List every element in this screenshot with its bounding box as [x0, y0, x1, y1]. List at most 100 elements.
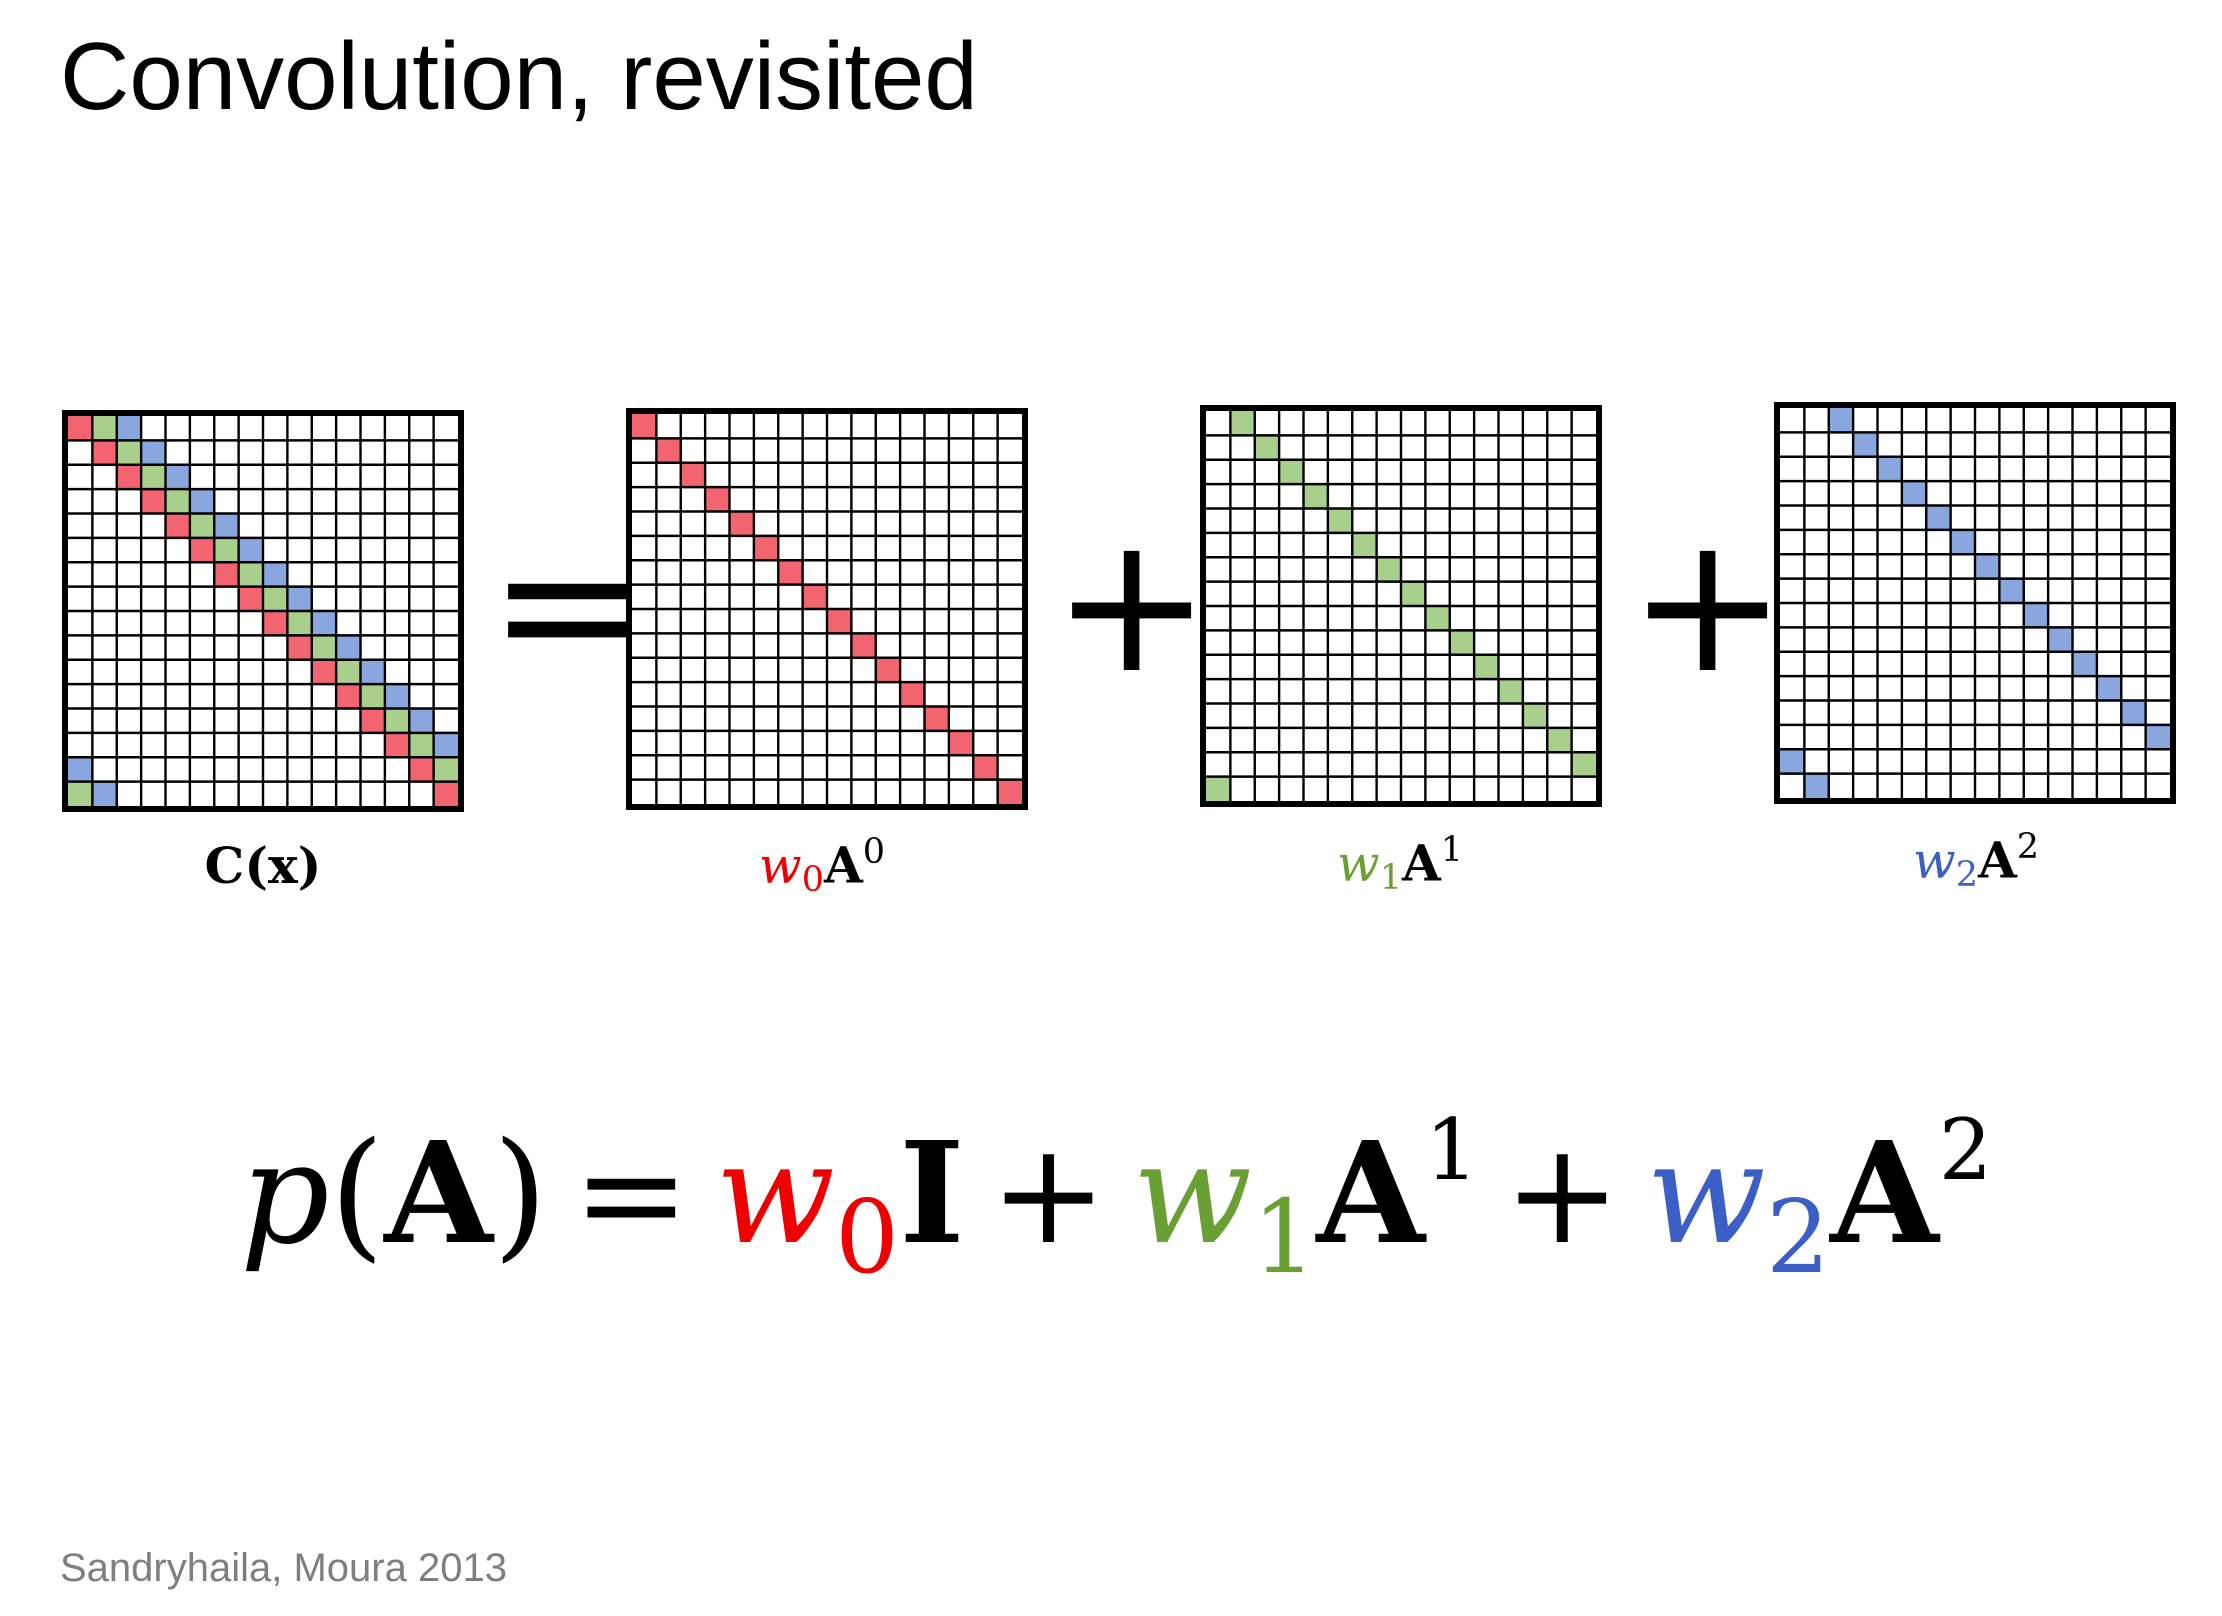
- formula-p: p: [240, 1113, 330, 1276]
- label-w1-w: w: [1336, 834, 1380, 893]
- cell-blue-r1-c3: [141, 440, 166, 465]
- cell-green-r1-c2: [1254, 435, 1280, 460]
- slide-title: Convolution, revisited: [60, 23, 978, 130]
- polynomial-formula: p(A) = w0I + w1A1 + w2A2: [240, 1100, 1992, 1298]
- cell-red-r11-c11: [900, 682, 925, 707]
- cell-red-r4-c4: [729, 511, 754, 536]
- cell-red-r8-c8: [827, 609, 852, 634]
- cell-green-r0-c1: [92, 416, 117, 441]
- cell-blue-r9-c11: [336, 635, 361, 660]
- cell-red-r6-c6: [778, 560, 803, 585]
- formula-a1-exp: 1: [1424, 1101, 1479, 1199]
- cell-green-r6-c7: [1376, 557, 1401, 582]
- equals-sign: =: [488, 494, 648, 715]
- cell-red-r10-c10: [311, 659, 337, 685]
- cell-red-r7-c7: [238, 586, 263, 611]
- formula-a2: A: [1830, 1112, 1939, 1276]
- cell-green-r14-c15: [433, 757, 458, 782]
- label-a0-base: A: [824, 835, 863, 895]
- cell-red-r8-c8: [263, 611, 288, 636]
- label-c-of-x: C(x): [205, 836, 322, 895]
- cell-green-r10-c11: [336, 659, 361, 685]
- cell-green-r15-c0: [1206, 776, 1231, 801]
- matrix-a1-grid: [1206, 411, 1596, 801]
- matrix-w1-a1: [1200, 405, 1602, 807]
- cell-green-r11-c12: [1498, 679, 1523, 704]
- formula-w2: w: [1646, 1113, 1766, 1276]
- cell-green-r5-c6: [1352, 532, 1377, 558]
- formula-identity: I: [899, 1112, 965, 1276]
- label-w2-w: w: [1912, 831, 1956, 890]
- formula-w2-sub: 2: [1765, 1178, 1831, 1297]
- cell-blue-r8-c10: [311, 611, 337, 636]
- cell-blue-r11-c13: [384, 684, 410, 709]
- cell-green-r15-c0: [68, 781, 93, 806]
- cell-green-r8-c9: [287, 611, 312, 636]
- cell-green-r10-c11: [1474, 654, 1499, 680]
- cell-red-r14-c14: [409, 757, 434, 782]
- matrix-a0-grid: [632, 414, 1022, 804]
- cell-green-r2-c3: [1279, 459, 1304, 485]
- cell-red-r1-c1: [656, 438, 681, 463]
- cell-green-r7-c8: [263, 586, 288, 611]
- cell-red-r12-c12: [924, 706, 949, 731]
- cell-green-r9-c10: [311, 635, 337, 660]
- cell-green-r14-c15: [1571, 752, 1596, 777]
- cell-blue-r5-c7: [238, 537, 263, 563]
- formula-w1: w: [1132, 1113, 1253, 1276]
- formula-w1-sub: 1: [1252, 1178, 1317, 1297]
- cell-red-r0-c0: [68, 416, 93, 441]
- cell-green-r4-c5: [189, 513, 215, 538]
- cell-green-r1-c2: [116, 440, 142, 465]
- cell-blue-r14-c0: [68, 757, 93, 782]
- cell-blue-r6-c8: [1975, 554, 2000, 579]
- cell-green-r6-c7: [238, 562, 263, 587]
- cell-red-r14-c14: [973, 755, 998, 780]
- cell-red-r1-c1: [92, 440, 117, 465]
- label-w0-sub: 0: [801, 860, 825, 900]
- cell-green-r3-c4: [165, 489, 190, 514]
- formula-w0-sub: 0: [835, 1178, 900, 1297]
- cell-green-r7-c8: [1401, 581, 1426, 606]
- cell-red-r15-c15: [997, 779, 1022, 804]
- cell-green-r13-c14: [409, 732, 434, 758]
- matrix-c-of-x: [62, 410, 464, 812]
- cell-blue-r2-c4: [165, 464, 190, 490]
- cell-red-r5-c5: [753, 535, 779, 561]
- cell-blue-r7-c9: [287, 586, 312, 611]
- cell-red-r13-c13: [948, 730, 974, 756]
- cell-red-r13-c13: [384, 732, 410, 758]
- cell-red-r12-c12: [360, 708, 385, 733]
- cell-red-r2-c2: [116, 464, 142, 490]
- cell-blue-r12-c14: [409, 708, 434, 733]
- label-a2-exp: 2: [2016, 827, 2040, 867]
- cell-blue-r3-c5: [1901, 481, 1927, 506]
- label-w0-w: w: [758, 836, 802, 895]
- cell-blue-r15-c1: [1804, 773, 1829, 798]
- label-a0-exp: 0: [862, 832, 886, 872]
- cell-green-r12-c13: [1522, 703, 1548, 728]
- formula-w0: w: [715, 1113, 836, 1276]
- cell-blue-r15-c1: [92, 781, 117, 806]
- label-a2-base: A: [1978, 830, 2017, 890]
- cell-green-r9-c10: [1449, 630, 1475, 655]
- cell-green-r8-c9: [1425, 606, 1450, 631]
- label-c-main: C: [204, 836, 245, 895]
- cell-blue-r13-c15: [433, 732, 458, 758]
- cell-blue-r14-c0: [1780, 749, 1805, 774]
- cell-red-r10-c10: [875, 657, 901, 683]
- cell-blue-r4-c6: [214, 513, 239, 538]
- citation: Sandryhaila, Moura 2013: [60, 1546, 507, 1590]
- cell-green-r5-c6: [214, 537, 239, 563]
- cell-blue-r4-c6: [1926, 505, 1951, 530]
- formula-plus-2: +: [1503, 1113, 1621, 1276]
- cell-blue-r13-c15: [2145, 724, 2170, 750]
- cell-red-r9-c9: [287, 635, 312, 660]
- cell-green-r12-c13: [384, 708, 410, 733]
- cell-blue-r2-c4: [1877, 456, 1902, 482]
- cell-blue-r3-c5: [189, 489, 215, 514]
- formula-plus-1: +: [989, 1113, 1108, 1276]
- cell-blue-r12-c14: [2121, 700, 2146, 725]
- cell-red-r9-c9: [851, 633, 876, 658]
- cell-blue-r6-c8: [263, 562, 288, 587]
